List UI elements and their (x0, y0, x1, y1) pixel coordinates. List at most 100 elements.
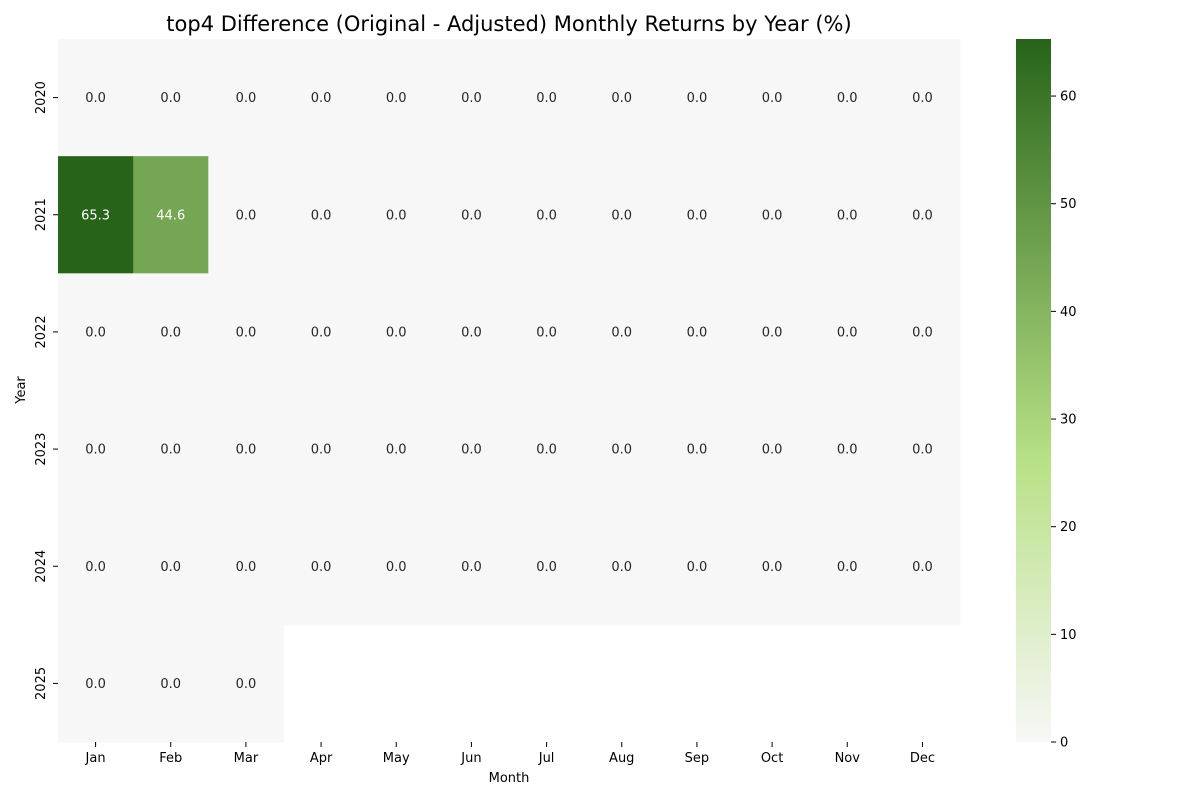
colorbar-tick-label: 20 (1060, 520, 1077, 535)
heatmap-cell-2024-Feb (133, 507, 209, 626)
cell-value-label: 0.0 (837, 208, 858, 223)
y-tick-label: 2021 (34, 198, 49, 231)
cell-value-label: 0.0 (611, 325, 632, 340)
colorbar-tick-label: 30 (1060, 413, 1077, 428)
heatmap-cell-2021-Jul (509, 156, 585, 274)
cell-value-label: 0.0 (236, 677, 257, 692)
heatmap-cell-2020-Dec (884, 39, 961, 157)
colorbar-tick-label: 10 (1060, 628, 1077, 643)
heatmap-cell-2021-Feb (133, 156, 209, 274)
cell-value-label: 0.0 (762, 325, 783, 340)
colorbar-tick-label: 40 (1060, 305, 1077, 320)
colorbar: 0 10 20 30 40 50 60 (1016, 39, 1077, 751)
heatmap-cell-2021-Nov (809, 156, 886, 274)
heatmap-cell-2021-Apr (283, 156, 360, 274)
heatmap-cell-2024-Nov (809, 507, 886, 626)
cell-value-label: 0.0 (386, 325, 407, 340)
cell-value-label: 0.0 (160, 325, 181, 340)
y-tick-label: 2023 (34, 433, 49, 466)
heatmap-cell-2024-Apr (283, 507, 360, 626)
cell-value-label: 0.0 (461, 91, 482, 106)
cell-value-label: 0.0 (236, 325, 257, 340)
chart-title: top4 Difference (Original - Adjusted) Mo… (166, 12, 851, 36)
cell-value-label: 0.0 (762, 443, 783, 458)
cell-value-label: 0.0 (85, 677, 106, 692)
heatmap-cell-2024-Sep (659, 507, 735, 626)
heatmap-cell-2022-Aug (584, 273, 660, 391)
cell-value-label: 0.0 (536, 443, 557, 458)
cell-value-label: 0.0 (461, 443, 482, 458)
cell-value-label: 0.0 (160, 560, 181, 575)
cell-value-label: 0.0 (386, 208, 407, 223)
heatmap-cell-2022-Dec (884, 273, 961, 391)
cell-value-label: 0.0 (611, 208, 632, 223)
cell-value-label: 0.0 (236, 443, 257, 458)
cell-value-label: 0.0 (762, 208, 783, 223)
cell-value-label: 0.0 (837, 325, 858, 340)
x-tick-label: Apr (310, 751, 333, 766)
colorbar-bar (1016, 39, 1051, 742)
cell-value-label: 0.0 (837, 443, 858, 458)
heatmap-cell-2022-Jul (509, 273, 585, 391)
heatmap-cell-2022-Feb (133, 273, 209, 391)
heatmap-cell-2021-May (358, 156, 435, 274)
x-tick-label: May (383, 751, 410, 766)
heatmap-cell-2023-Apr (283, 390, 360, 509)
cell-value-label: 65.3 (81, 208, 110, 223)
cell-value-label: 0.0 (311, 325, 332, 340)
heatmap-cell-2023-Jan (58, 390, 134, 509)
colorbar-tick-label: 50 (1060, 197, 1077, 212)
x-tick-label: Jul (538, 751, 555, 766)
heatmap-cell-2022-May (358, 273, 435, 391)
cell-value-label: 0.0 (236, 208, 257, 223)
cell-value-label: 0.0 (611, 443, 632, 458)
heatmap-cell-2021-Aug (584, 156, 660, 274)
cell-value-label: 0.0 (311, 208, 332, 223)
x-tick-label: Sep (685, 751, 710, 766)
colorbar-ticks: 0 10 20 30 40 50 60 (1051, 90, 1077, 751)
heatmap-cell-2021-Oct (734, 156, 811, 274)
cell-value-label: 0.0 (311, 443, 332, 458)
heatmap-cell-2023-Nov (809, 390, 886, 509)
heatmap-cell-2020-Oct (734, 39, 811, 157)
cell-value-label: 0.0 (311, 560, 332, 575)
heatmap-cells (58, 39, 961, 743)
heatmap-cell-2020-Feb (133, 39, 209, 157)
cell-value-label: 0.0 (85, 443, 106, 458)
cell-value-label: 0.0 (311, 91, 332, 106)
cell-value-label: 0.0 (611, 91, 632, 106)
x-tick-label: Jan (85, 751, 106, 766)
heatmap-cell-2020-Jan (58, 39, 134, 157)
heatmap-cell-2022-Sep (659, 273, 735, 391)
cell-value-label: 0.0 (386, 443, 407, 458)
x-tick-label: Oct (761, 751, 783, 766)
cell-value-label: 0.0 (687, 208, 708, 223)
heatmap-cell-2024-Jun (433, 507, 510, 626)
y-tick-label: 2022 (34, 315, 49, 348)
x-axis: Jan Feb Mar Apr May Jun Jul Aug Sep Oct Nov Dec (85, 742, 935, 766)
cell-value-label: 0.0 (912, 325, 933, 340)
x-tick-label: Jun (460, 751, 481, 766)
heatmap-cell-2021-Jun (433, 156, 510, 274)
heatmap-cell-2023-Oct (734, 390, 811, 509)
cell-value-label: 0.0 (160, 443, 181, 458)
heatmap-cell-2024-Aug (584, 507, 660, 626)
y-tick-label: 2025 (34, 667, 49, 700)
cell-value-label: 0.0 (912, 208, 933, 223)
heatmap-cell-2024-Jan (58, 507, 134, 626)
heatmap-cell-2020-Nov (809, 39, 886, 157)
x-tick-label: Aug (609, 751, 634, 766)
cell-value-label: 0.0 (85, 91, 106, 106)
heatmap-cell-2020-Sep (659, 39, 735, 157)
cell-value-label: 0.0 (85, 560, 106, 575)
heatmap-cell-labels: 0.0 0.0 0.0 0.0 0.0 0.0 0.0 0.0 0.0 0.0 0.0 0.0 65.3… (81, 91, 933, 692)
cell-value-label: 0.0 (912, 443, 933, 458)
heatmap-cell-2024-Jul (509, 507, 585, 626)
cell-value-label: 0.0 (837, 560, 858, 575)
heatmap-cell-2022-Apr (283, 273, 360, 391)
heatmap-cell-2024-Mar (208, 507, 284, 626)
cell-value-label: 0.0 (536, 91, 557, 106)
cell-value-label: 0.0 (236, 560, 257, 575)
heatmap-cell-2023-May (358, 390, 435, 509)
